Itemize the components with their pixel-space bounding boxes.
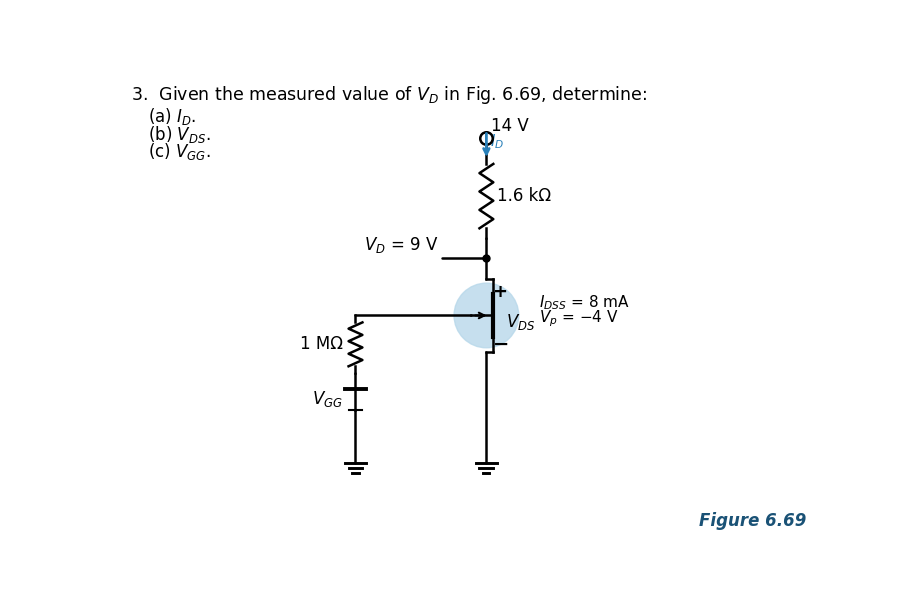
- Text: $I_D$: $I_D$: [490, 132, 505, 151]
- Text: $V_{DS}$: $V_{DS}$: [507, 312, 536, 332]
- Text: 14 V: 14 V: [491, 117, 529, 135]
- Text: $V_D$ = 9 V: $V_D$ = 9 V: [365, 235, 439, 255]
- Text: $V_{GG}$: $V_{GG}$: [312, 389, 344, 410]
- Text: $I_{DSS}$ = 8 mA: $I_{DSS}$ = 8 mA: [539, 293, 629, 313]
- Text: $V_p$ = −4 V: $V_p$ = −4 V: [539, 308, 618, 329]
- Text: 1 MΩ: 1 MΩ: [300, 335, 344, 353]
- Text: +: +: [493, 283, 507, 301]
- Text: −: −: [493, 335, 509, 354]
- Text: (a) $I_D$.: (a) $I_D$.: [147, 106, 196, 127]
- Circle shape: [454, 283, 518, 348]
- Text: 1.6 kΩ: 1.6 kΩ: [497, 187, 551, 205]
- Text: Figure 6.69: Figure 6.69: [699, 511, 806, 529]
- Text: 3.  Given the measured value of $V_D$ in Fig. 6.69, determine:: 3. Given the measured value of $V_D$ in …: [131, 85, 647, 106]
- Text: (c) $V_{GG}$.: (c) $V_{GG}$.: [147, 141, 211, 163]
- Text: (b) $V_{DS}$.: (b) $V_{DS}$.: [147, 124, 210, 145]
